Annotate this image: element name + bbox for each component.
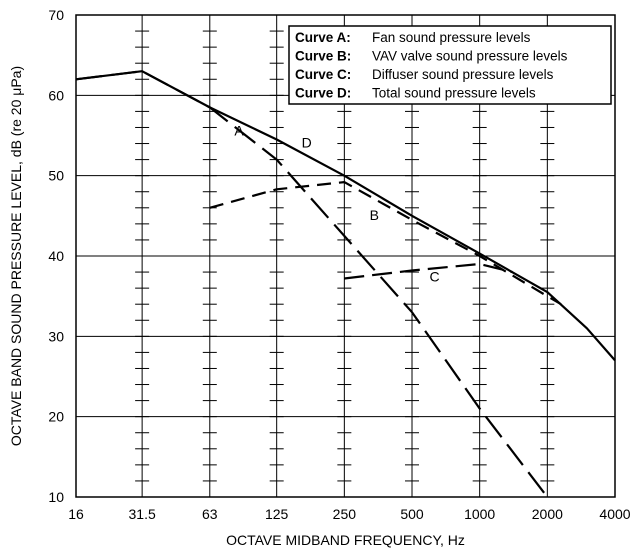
legend-key-c: Curve C: bbox=[295, 67, 351, 82]
curve-d-line bbox=[75, 70, 616, 362]
y-tick-label: 20 bbox=[48, 409, 64, 425]
y-tick-label: 30 bbox=[48, 328, 64, 344]
x-tick-label: 500 bbox=[400, 506, 424, 522]
series-layer bbox=[75, 70, 616, 498]
plot-area-border bbox=[75, 14, 616, 498]
x-tick-label: 4000 bbox=[599, 506, 630, 522]
curve-b-line bbox=[209, 181, 562, 306]
x-tick-label: 125 bbox=[265, 506, 289, 522]
x-axis-title: OCTAVE MIDBAND FREQUENCY, Hz bbox=[226, 532, 465, 548]
x-tick-label: 2000 bbox=[532, 506, 563, 522]
curve-label-b: B bbox=[370, 207, 379, 223]
legend-key-d: Curve D: bbox=[295, 86, 351, 101]
x-tick-label: 1000 bbox=[464, 506, 495, 522]
legend-desc-d: Total sound pressure levels bbox=[372, 86, 536, 101]
y-tick-label: 50 bbox=[48, 168, 64, 184]
curve-c-line bbox=[344, 262, 513, 280]
curve-label-d: D bbox=[302, 135, 312, 151]
legend-desc-c: Diffuser sound pressure levels bbox=[372, 67, 554, 82]
x-axis-ticks: 16 31.5 63 125 250 500 1000 2000 4000 bbox=[68, 506, 631, 522]
curve-label-a: A bbox=[234, 123, 244, 139]
y-tick-label: 70 bbox=[48, 7, 64, 23]
y-tick-label: 60 bbox=[48, 87, 64, 103]
y-tick-label: 10 bbox=[48, 489, 64, 505]
legend-desc-a: Fan sound pressure levels bbox=[372, 30, 531, 45]
x-tick-label: 63 bbox=[202, 506, 218, 522]
legend-key-b: Curve B: bbox=[295, 49, 351, 64]
legend-desc-b: VAV valve sound pressure levels bbox=[372, 49, 568, 64]
y-axis-title: OCTAVE BAND SOUND PRESSURE LEVEL, dB (re… bbox=[8, 66, 24, 446]
x-tick-label: 250 bbox=[333, 506, 357, 522]
legend: Curve A: Fan sound pressure levels Curve… bbox=[288, 25, 612, 105]
legend-key-a: Curve A: bbox=[295, 30, 351, 45]
curve-labels: A B C D bbox=[234, 123, 439, 285]
y-tick-label: 40 bbox=[48, 248, 64, 264]
y-axis-ticks: 10 20 30 40 50 60 70 bbox=[48, 7, 64, 505]
curve-label-c: C bbox=[430, 269, 440, 285]
legend-box bbox=[288, 25, 612, 105]
x-tick-label: 31.5 bbox=[129, 506, 156, 522]
x-tick-label: 16 bbox=[68, 506, 84, 522]
